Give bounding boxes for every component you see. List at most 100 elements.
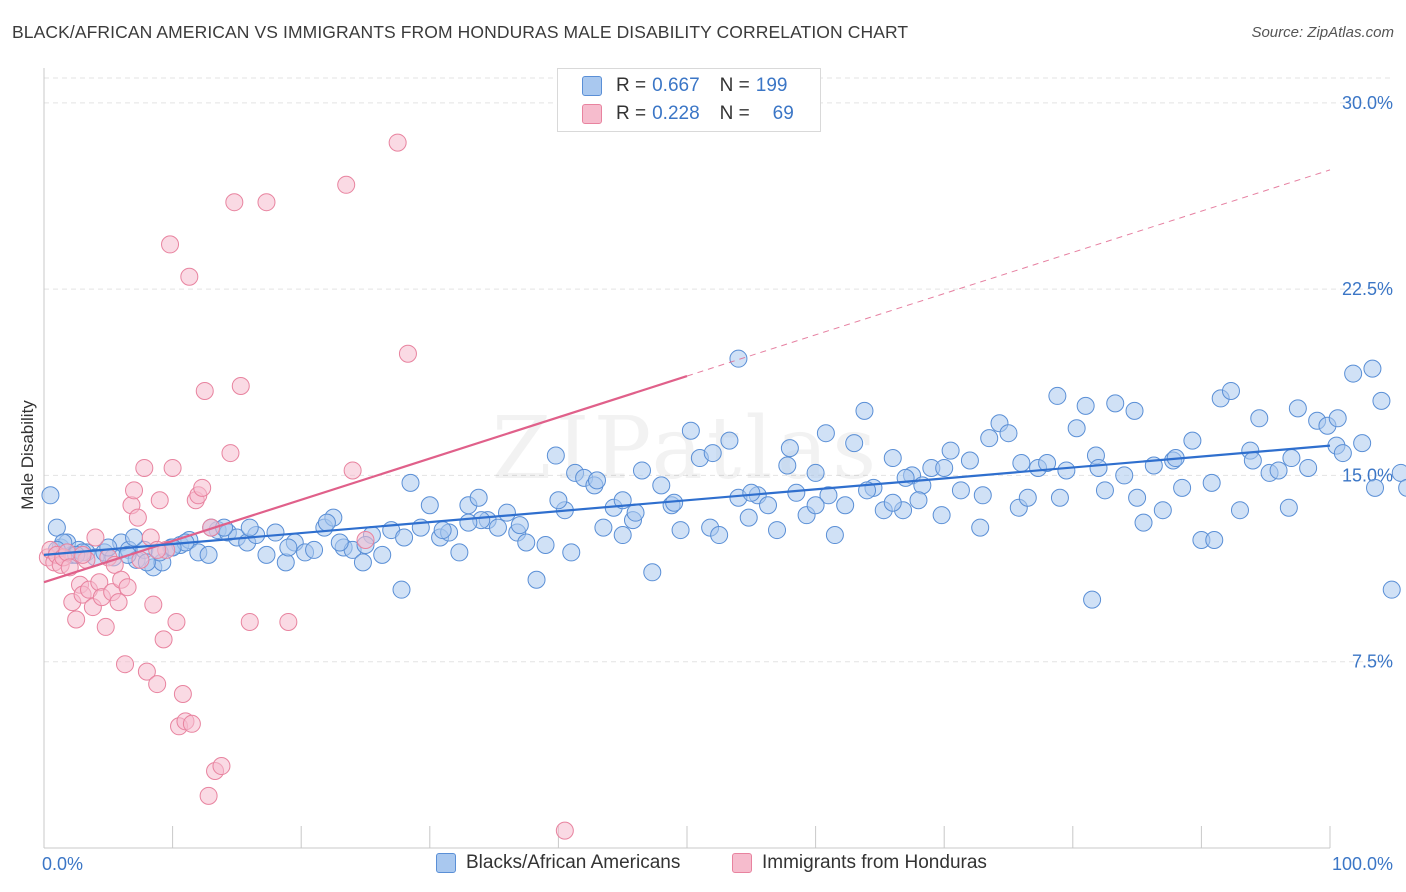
data-point-blacks [240,518,259,537]
data-point-honduras [240,612,259,631]
data-point-blacks [1230,501,1249,520]
series-legend: Blacks/African Americans Immigrants from… [0,852,1406,876]
data-point-blacks [825,526,844,545]
data-point-blacks [742,483,761,502]
y-tick-label: 22.5% [1342,279,1393,299]
data-point-blacks [710,526,729,545]
y-tick-label: 15.0% [1342,465,1393,485]
data-point-blacks [883,493,902,512]
x-tick-labels: 0.0% 100.0% [42,854,1393,874]
trend-line-honduras-extension [686,169,1331,377]
data-point-blacks [1115,466,1134,485]
data-point-blacks [125,528,144,547]
data-point-blacks [1344,364,1363,383]
data-point-blacks [1089,458,1108,477]
data-point-blacks [971,518,990,537]
legend-r-value: 0.228 [652,103,700,124]
legend-r-label: R = [616,103,647,124]
data-point-honduras [73,545,92,564]
data-point-honduras [116,655,135,674]
data-point-blacks [459,513,478,532]
data-point-blacks [1057,461,1076,480]
data-point-blacks [1018,488,1037,507]
data-point-blacks [932,506,951,525]
data-point-blacks [613,526,632,545]
data-point-honduras [125,481,144,500]
data-point-blacks [1095,481,1114,500]
x-tick-label: 0.0% [42,854,83,874]
y-tick-label: 7.5% [1352,652,1393,672]
data-point-blacks [768,521,787,540]
data-point-blacks [855,401,874,420]
data-point-blacks [1353,434,1372,453]
data-point-blacks [536,535,555,554]
data-point-honduras [137,662,156,681]
data-point-blacks [1128,488,1147,507]
data-point-blacks [951,481,970,500]
data-point-blacks [980,429,999,448]
data-point-blacks [1221,381,1240,400]
data-point-blacks [497,503,516,522]
legend-label-honduras: Immigrants from Honduras [762,852,987,873]
data-point-blacks [703,444,722,463]
data-point-blacks [836,496,855,515]
data-point-blacks [257,545,276,564]
data-point-blacks [778,456,797,475]
data-point-blacks [1382,580,1401,599]
data-point-blacks [759,496,778,515]
data-point-blacks [1391,463,1406,482]
data-point-honduras [148,675,167,694]
data-point-blacks [896,468,915,487]
data-point-blacks [806,496,825,515]
data-point-blacks [1250,409,1269,428]
data-point-honduras [128,508,147,527]
data-point-blacks [373,545,392,564]
data-point-blacks [420,496,439,515]
data-point-blacks [626,503,645,522]
data-point-honduras [398,344,417,363]
data-point-honduras [161,235,180,254]
data-point-blacks [1183,431,1202,450]
data-point-blacks [671,521,690,540]
data-point-blacks [488,518,507,537]
data-point-blacks [643,563,662,582]
data-point-blacks [816,424,835,443]
stats-legend: R = 0.667 N = 199 R = 0.228 N = 69 [557,68,821,132]
data-point-blacks [652,476,671,495]
data-point-blacks [1243,451,1262,470]
data-point-blacks [549,491,568,510]
data-point-blacks [1083,590,1102,609]
data-point-blacks [787,483,806,502]
data-point-honduras [356,531,375,549]
data-point-blacks [973,486,992,505]
data-point-blacks [395,528,414,547]
data-point-honduras [150,491,169,510]
data-point-blacks [739,508,758,527]
trend-lines [43,169,1331,584]
data-point-honduras [195,381,214,400]
legend-r-label: R = [616,75,647,96]
data-point-blacks [587,471,606,490]
data-point-blacks [720,431,739,450]
data-point-blacks [1333,444,1352,463]
data-point-honduras [343,461,362,480]
data-point-blacks [1038,454,1057,472]
data-point-honduras [118,578,137,597]
data-point-blacks [47,518,66,537]
legend-n-value: 199 [755,75,788,96]
data-point-blacks [883,449,902,468]
legend-n-label: N = [719,103,750,124]
data-point-honduras [212,757,231,776]
data-point-blacks [632,461,651,480]
series-honduras-points [38,133,574,840]
data-point-honduras [109,593,128,612]
legend-item-honduras[interactable]: Immigrants from Honduras [732,852,987,874]
legend-item-blacks[interactable]: Blacks/African Americans [436,852,680,874]
source-label: Source: ZipAtlas.com [1251,24,1394,41]
data-point-blacks [1125,401,1144,420]
legend-swatch-blue [582,76,602,96]
data-point-blacks [1288,399,1307,418]
legend-n-value: 69 [772,103,794,124]
data-point-honduras [163,458,182,477]
data-point-honduras [96,617,115,636]
